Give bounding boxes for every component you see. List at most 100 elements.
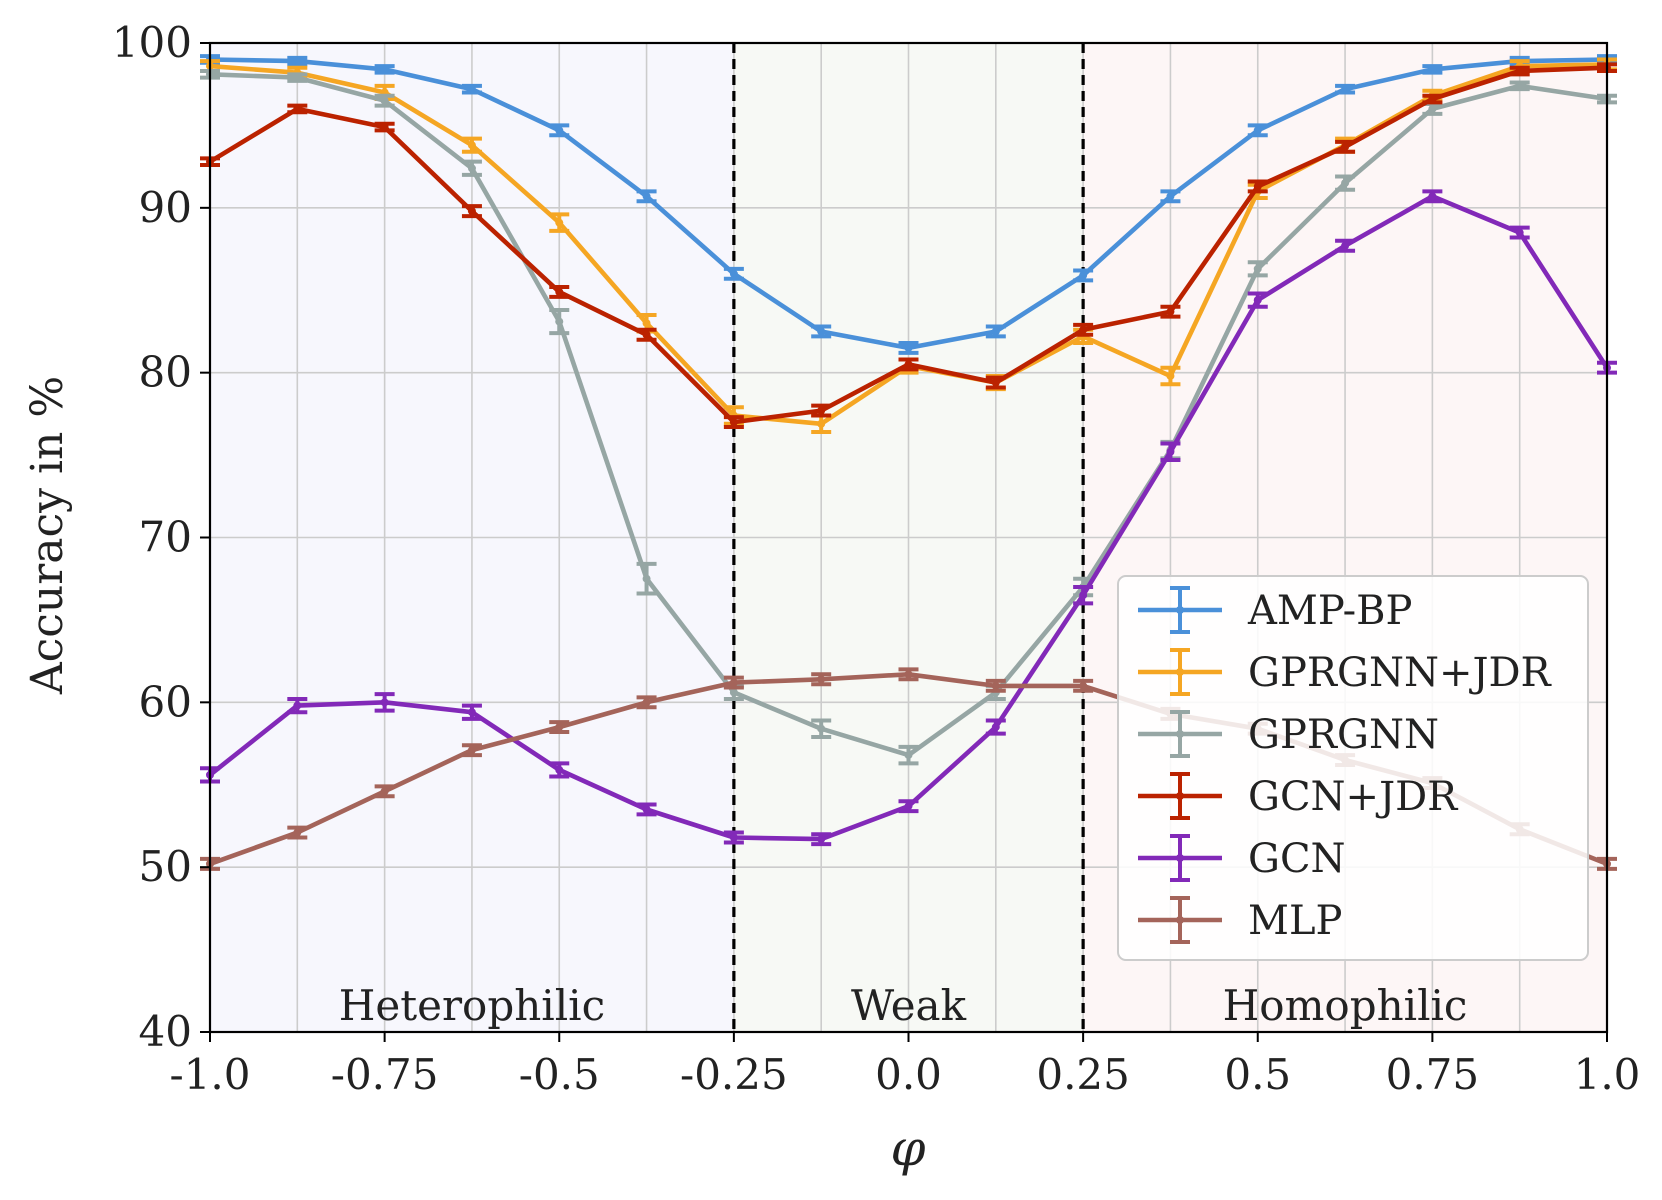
x-tick-label: 0.0	[875, 1050, 942, 1099]
data-point	[293, 73, 302, 82]
data-point	[1253, 126, 1262, 135]
data-point	[729, 833, 738, 842]
data-point	[991, 327, 1000, 336]
data-point	[991, 378, 1000, 387]
data-point	[467, 141, 476, 150]
data-point	[555, 765, 564, 774]
data-point	[555, 723, 564, 732]
data-point	[642, 330, 651, 339]
data-point	[1166, 192, 1175, 201]
y-tick-label: 100	[112, 18, 192, 67]
legend-label: AMP-BP	[1247, 588, 1412, 634]
data-point	[555, 218, 564, 227]
series-group	[200, 189, 1617, 847]
data-point	[904, 751, 913, 760]
legend-marker	[1176, 668, 1184, 676]
data-point	[817, 406, 826, 415]
y-tick-label: 40	[139, 1007, 192, 1056]
legend-label: GCN+JDR	[1248, 774, 1459, 820]
data-point	[1428, 95, 1437, 104]
x-tick-label: 0.25	[1036, 1050, 1130, 1099]
x-tick-label: -0.5	[519, 1050, 600, 1099]
y-tick-label: 50	[139, 842, 192, 891]
data-point	[1341, 241, 1350, 250]
y-tick-label: 60	[139, 677, 192, 726]
data-point	[991, 681, 1000, 690]
legend-label: GPRGNN	[1248, 712, 1439, 758]
data-point	[991, 723, 1000, 732]
data-point	[1079, 681, 1088, 690]
data-point	[729, 678, 738, 687]
data-point	[467, 85, 476, 94]
legend-label: MLP	[1248, 898, 1342, 944]
data-point	[380, 96, 389, 105]
x-tick-label: 0.75	[1386, 1050, 1480, 1099]
data-point	[1079, 271, 1088, 280]
data-point	[642, 698, 651, 707]
data-point	[1166, 307, 1175, 316]
data-point	[904, 670, 913, 679]
data-point	[817, 835, 826, 844]
data-point	[380, 787, 389, 796]
axes: -1.0 -0.75 -0.5 -0.25 0.0 0.25 0.5 0.75 1.0 40 50 6…	[112, 18, 1641, 1099]
data-point	[904, 802, 913, 811]
data-point	[293, 104, 302, 113]
legend-marker	[1176, 854, 1184, 862]
legend-box	[1117, 575, 1589, 961]
legend-marker	[1176, 730, 1184, 738]
data-point	[729, 418, 738, 427]
data-point	[817, 675, 826, 684]
data-point	[904, 343, 913, 352]
x-tick-label: 0.5	[1224, 1050, 1291, 1099]
legend-label: GCN	[1248, 836, 1346, 882]
data-point	[467, 207, 476, 216]
data-point	[1079, 325, 1088, 334]
data-point	[380, 123, 389, 132]
region-dividers	[732, 43, 1085, 1032]
data-point	[642, 192, 651, 201]
region-label: Homophilic	[1223, 981, 1468, 1030]
y-tick-label: 80	[139, 348, 192, 397]
data-point	[1341, 142, 1350, 151]
data-point	[555, 126, 564, 135]
data-point	[380, 65, 389, 74]
data-point	[380, 698, 389, 707]
data-point	[555, 287, 564, 296]
data-point	[1428, 104, 1437, 113]
legend-item: GCN+JDR	[1138, 772, 1459, 820]
y-tick-label: 90	[139, 183, 192, 232]
data-point	[467, 164, 476, 173]
data-point	[467, 746, 476, 755]
data-point	[1515, 67, 1524, 76]
data-point	[642, 319, 651, 328]
legend-item: GCN	[1138, 834, 1346, 882]
data-point	[1253, 264, 1262, 273]
data-point	[642, 574, 651, 583]
region-label: Heterophilic	[339, 981, 605, 1030]
data-point	[1253, 296, 1262, 305]
x-tick-label: -0.25	[680, 1050, 788, 1099]
legend-item: GPRGNN	[1138, 710, 1439, 758]
data-point	[642, 805, 651, 814]
data-point	[1515, 81, 1524, 90]
legend-item: GPRGNN+JDR	[1138, 648, 1553, 696]
legend-label: GPRGNN+JDR	[1248, 650, 1553, 696]
data-point	[1428, 192, 1437, 201]
data-point	[729, 269, 738, 278]
legend-marker	[1176, 606, 1184, 614]
data-point	[467, 708, 476, 717]
data-point	[293, 828, 302, 837]
x-tick-label: -0.75	[331, 1050, 439, 1099]
data-point	[293, 701, 302, 710]
legend-item: AMP-BP	[1138, 586, 1412, 634]
legend: AMP-BP GPRGNN+JDR GPRGNN GCN+JDR GCN MLP	[1117, 575, 1589, 961]
y-tick-label: 70	[139, 513, 192, 562]
x-tick-label: -1.0	[170, 1050, 251, 1099]
data-point	[1079, 591, 1088, 600]
legend-marker	[1176, 792, 1184, 800]
legend-item: MLP	[1138, 896, 1342, 944]
data-point	[555, 317, 564, 326]
x-tick-label: 1.0	[1574, 1050, 1641, 1099]
data-point	[729, 688, 738, 697]
